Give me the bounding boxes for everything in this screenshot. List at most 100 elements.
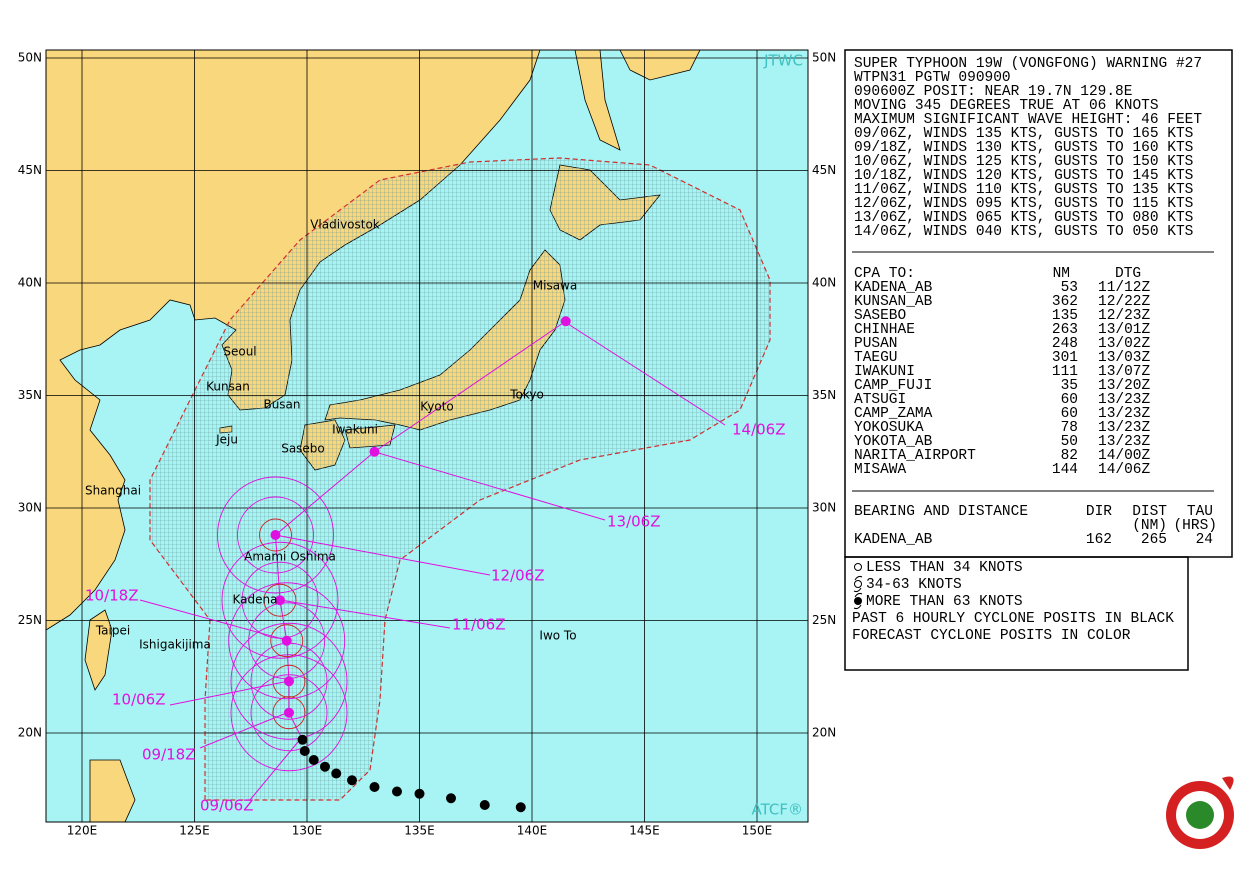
past-position — [414, 788, 425, 799]
cpa-name: KUNSAN_AB — [854, 294, 933, 310]
past-position — [369, 782, 380, 792]
warning-line: MAXIMUM SIGNIFICANT WAVE HEIGHT: 46 FEET — [854, 112, 1202, 128]
forecast-label: 10/18Z — [85, 587, 139, 605]
legend-item: MORE THAN 63 KNOTS — [866, 594, 1023, 610]
cpa-dtg: 13/07Z — [1098, 364, 1151, 380]
cpa-name: PUSAN — [854, 336, 898, 352]
wind-radius — [259, 518, 292, 552]
legend-box — [844, 556, 1189, 671]
leader-line — [169, 680, 290, 706]
cpa-nm: 50 — [1061, 434, 1078, 450]
cpa-dtg: 12/23Z — [1098, 308, 1151, 324]
lat-tick-label: 50N — [812, 51, 836, 65]
forecast-position — [281, 635, 292, 646]
leader-line — [139, 599, 287, 641]
place-label: Sasebo — [281, 442, 325, 456]
cpa-nm: 35 — [1061, 378, 1078, 394]
lat-tick-label: 35N — [812, 388, 836, 402]
cpa-dtg: 13/23Z — [1098, 406, 1151, 422]
bearing-header: TAU — [1187, 504, 1213, 520]
cpa-dtg: 11/12Z — [1098, 280, 1151, 296]
map-frame — [45, 49, 809, 823]
past-position — [515, 802, 526, 813]
cpa-name: CAMP_ZAMA — [854, 406, 933, 422]
wind-radius — [230, 622, 348, 740]
legend-symbol — [853, 575, 863, 593]
lat-tick-label: 45N — [812, 163, 836, 177]
wind-radius — [221, 541, 339, 659]
legend-symbol — [854, 563, 862, 571]
forecast-label: 10/06Z — [112, 691, 166, 709]
warning-line: 11/06Z, WINDS 110 KTS, GUSTS TO 135 KTS — [854, 182, 1193, 198]
jtwc-logo — [1166, 776, 1234, 849]
lat-tick-label: 45N — [18, 163, 42, 177]
past-position — [347, 775, 357, 786]
lat-tick-label: 30N — [18, 501, 42, 515]
bearing-dist: 265 — [1141, 532, 1167, 548]
wind-radius — [270, 624, 304, 658]
wind-radius — [230, 654, 348, 772]
cpa-nm: 263 — [1052, 322, 1078, 338]
past-position — [320, 761, 330, 772]
forecast-label: 12/06Z — [491, 567, 545, 585]
land-sakhalin — [574, 50, 621, 151]
place-label: Vladivostok — [310, 218, 380, 232]
lon-tick-label: 125E — [179, 824, 210, 838]
cpa-nm: 53 — [1061, 280, 1078, 296]
cpa-dtg: 14/06Z — [1098, 462, 1151, 478]
past-position — [446, 793, 456, 804]
cpa-nm: 60 — [1061, 392, 1078, 408]
forecast-label: 09/06Z — [200, 797, 254, 815]
bearing-header: BEARING AND DISTANCE — [854, 504, 1028, 520]
place-label: Busan — [263, 398, 300, 412]
lat-tick-label: 25N — [18, 613, 42, 627]
place-label: Taipei — [95, 624, 130, 638]
forecast-label: 11/06Z — [452, 616, 506, 634]
lon-tick-label: 140E — [517, 824, 548, 838]
warning-line: 14/06Z, WINDS 040 KTS, GUSTS TO 050 KTS — [854, 224, 1193, 240]
legend-item: LESS THAN 34 KNOTS — [866, 560, 1023, 576]
leader-line — [274, 534, 491, 576]
lat-tick-label: 35N — [18, 388, 42, 402]
lon-tick-label: 150E — [742, 824, 773, 838]
lat-tick-label: 40N — [18, 276, 42, 290]
cpa-dtg: 14/00Z — [1098, 448, 1151, 464]
corner-label: ATCF® — [752, 801, 803, 819]
cpa-nm: 82 — [1061, 448, 1078, 464]
cpa-dtg: 13/23Z — [1098, 434, 1151, 450]
bearing-tau: 24 — [1196, 532, 1213, 548]
wind-radius — [263, 583, 297, 617]
legend-note: FORECAST CYCLONE POSITS IN COLOR — [852, 628, 1131, 644]
forecast-position — [369, 446, 380, 457]
lat-tick-label: 20N — [812, 726, 836, 740]
wind-radius — [250, 674, 328, 752]
lat-tick-label: 50N — [18, 51, 42, 65]
lat-tick-label: 25N — [812, 613, 836, 627]
cpa-dtg: 13/23Z — [1098, 420, 1151, 436]
lon-tick-label: 135E — [404, 824, 435, 838]
cpa-name: IWAKUNI — [854, 364, 915, 380]
legend-note: PAST 6 HOURLY CYCLONE POSITS IN BLACK — [852, 611, 1174, 627]
place-label: Seoul — [223, 345, 256, 359]
forecast-track-line — [274, 320, 567, 740]
cpa-dtg: 13/23Z — [1098, 392, 1151, 408]
cpa-dtg: 13/03Z — [1098, 350, 1151, 366]
past-position — [392, 786, 402, 797]
cpa-dtg: 13/20Z — [1098, 378, 1151, 394]
leader-line — [279, 599, 451, 629]
warning-line: 10/18Z, WINDS 120 KTS, GUSTS TO 145 KTS — [854, 168, 1193, 184]
cpa-nm: 144 — [1052, 462, 1078, 478]
legend-symbol — [853, 592, 863, 610]
forecast-label: 13/06Z — [607, 513, 661, 531]
lat-tick-label: 20N — [18, 726, 42, 740]
cpa-name: YOKOSUKA — [854, 420, 924, 436]
cpa-nm: 248 — [1052, 336, 1078, 352]
forecast-position — [284, 707, 294, 718]
warning-line: 09/06Z, WINDS 135 KTS, GUSTS TO 165 KTS — [854, 126, 1193, 142]
bearing-header: DIR — [1086, 504, 1112, 520]
warning-line: 10/06Z, WINDS 125 KTS, GUSTS TO 150 KTS — [854, 154, 1193, 170]
danger-area — [149, 157, 771, 801]
cpa-header: NM — [1053, 266, 1070, 282]
place-label: Iwakuni — [332, 423, 378, 437]
